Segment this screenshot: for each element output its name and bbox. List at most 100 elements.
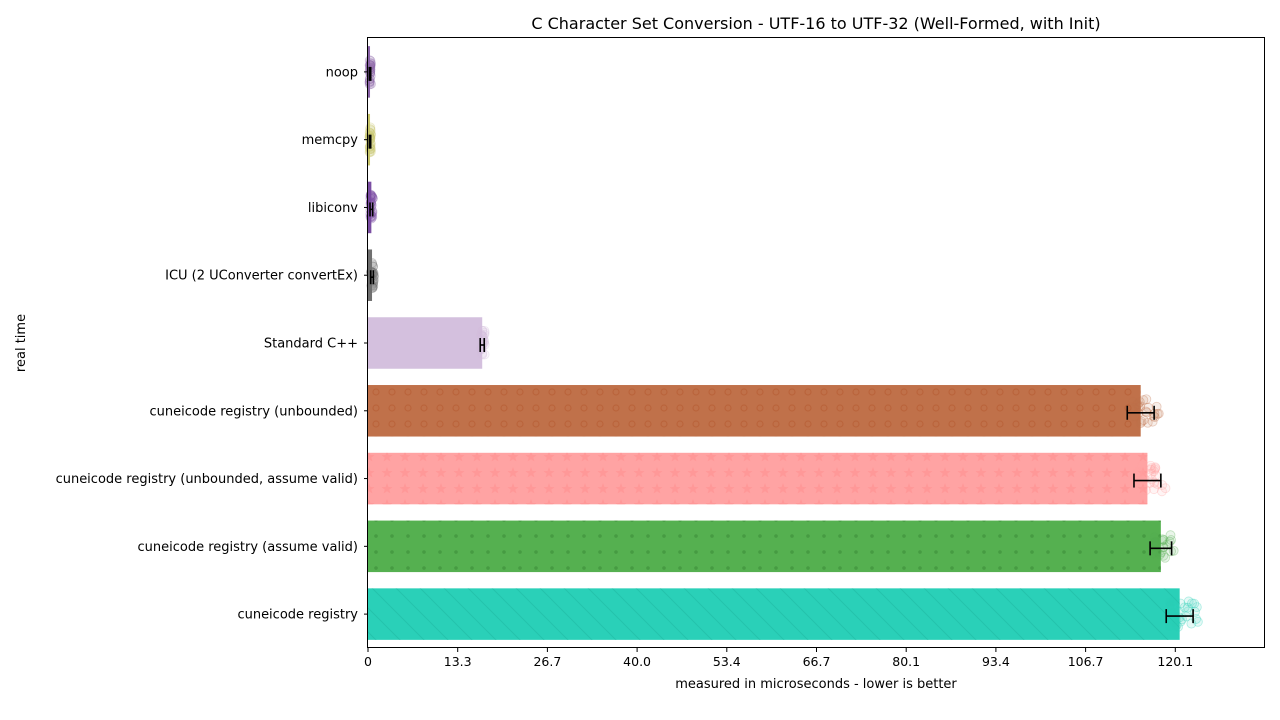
data-point [1138,415,1149,426]
data-point [1179,602,1190,613]
data-point [366,213,377,224]
y-axis-label: real time [14,314,29,372]
y-tick-label: noop [326,65,358,80]
data-point [1174,612,1185,623]
data-point [479,327,490,338]
data-point [365,190,376,201]
data-point [1129,411,1140,422]
x-tick-label: 0 [364,654,372,669]
y-tick-label: memcpy [302,133,359,148]
y-tick-label: Standard C++ [264,337,358,352]
data-point [1149,532,1160,543]
data-point [1137,460,1147,471]
x-tick-label: 93.4 [982,654,1010,669]
data-point [1132,467,1143,477]
x-tick-label: 80.1 [892,654,920,669]
y-tick-label: cuneicode registry [237,608,358,623]
data-point [365,190,376,201]
y-tick-label: cuneicode registry (assume valid) [137,540,358,555]
data-point [1164,596,1175,607]
bar-pattern [368,588,1180,640]
data-point [1134,397,1145,407]
data-point [477,325,488,336]
data-point [365,56,376,66]
data-point [367,258,377,268]
data-point [365,189,376,200]
data-point [1152,478,1163,489]
data-point [1150,463,1161,474]
data-point [1160,483,1171,494]
bars-layer [368,46,1180,640]
data-point [1141,485,1151,496]
data-point [1133,402,1144,412]
y-tick-label: cuneicode registry (unbounded) [150,404,359,419]
data-point [1126,402,1137,412]
data-point [1145,460,1156,471]
x-tick-label: 26.7 [533,654,561,669]
data-point [1138,395,1149,406]
data-point [1135,469,1146,479]
chart-title: C Character Set Conversion - UTF-16 to U… [531,14,1100,33]
data-point [1183,596,1194,607]
data-point [1164,601,1175,611]
x-tick-label: 106.7 [1068,654,1104,669]
data-point [1152,408,1163,419]
data-point [479,325,490,336]
data-point [1168,596,1179,607]
data-point [1171,620,1182,631]
data-point [1158,535,1169,545]
error-bars-layer [368,66,1194,624]
data-point [1189,598,1200,609]
data-point [1167,607,1177,618]
data-point [1175,598,1186,609]
bar-pattern [368,385,1141,437]
data-point [1142,417,1153,428]
data-point [1134,468,1145,479]
data-point [1128,396,1138,407]
data-point [1164,621,1175,632]
data-point [1135,401,1146,412]
data-point [1187,598,1197,609]
data-point [1157,534,1168,545]
data-point [1169,616,1180,627]
data-point [1182,602,1193,613]
x-axis-label: measured in microseconds - lower is bett… [675,677,957,692]
data-point [1141,394,1152,405]
data-point [477,349,488,360]
data-point [1132,399,1143,410]
data-point [1177,614,1187,625]
data-point [1175,616,1186,627]
data-point [1157,535,1167,546]
data-point [1132,468,1143,479]
data-point [1136,416,1147,427]
data-point [1146,474,1157,485]
data-point [1157,486,1167,497]
data-point [1150,462,1161,473]
data-point [367,282,378,293]
data-point [365,191,376,202]
data-point [1158,550,1169,561]
data-point [1186,618,1197,629]
data-point [1149,464,1160,475]
data-point [477,326,488,336]
data-point [1165,530,1176,541]
data-point [1191,602,1202,613]
data-point [1173,622,1183,632]
data-point [1151,537,1161,547]
data-point [476,330,486,341]
data-point [1147,416,1158,427]
y-tick-label: ICU (2 UConverter convertEx) [165,269,358,284]
x-axis: 0 13.3 26.7 40.0 53.4 66.7 80.1 93.4 106.7 120.1 [364,648,1193,669]
data-point [1141,406,1151,417]
x-tick-label: 53.4 [713,654,741,669]
data-point [1157,480,1168,490]
y-tick-label: libiconv [308,201,358,216]
bar-pattern [368,452,1148,505]
bar-pattern [368,520,1161,573]
data-point [476,329,486,340]
data-point [1145,464,1156,475]
y-axis: noop memcpy libiconv ICU (2 UConverter conv… [56,65,368,623]
data-point [1133,467,1144,478]
data-point [1139,474,1150,485]
